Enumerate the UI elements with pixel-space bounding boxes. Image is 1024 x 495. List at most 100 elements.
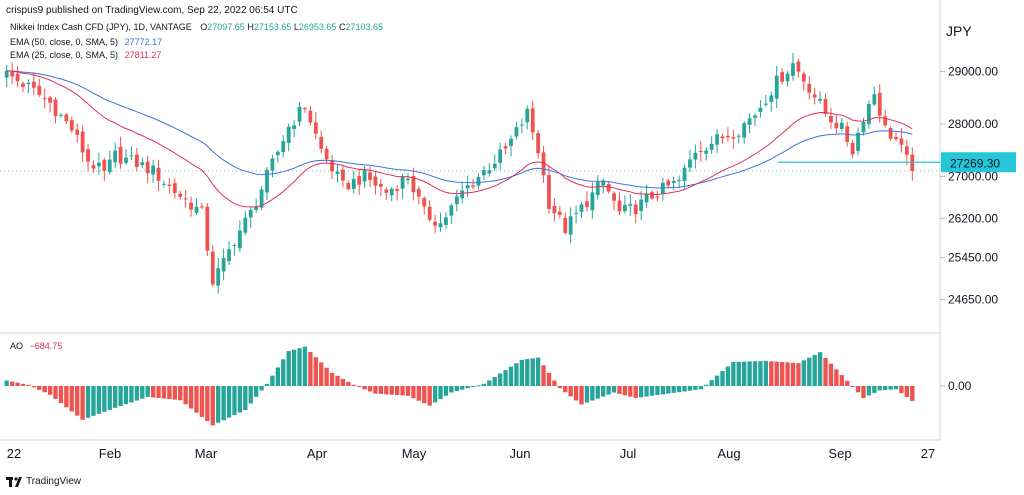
price-axis-label: 28000.00 bbox=[948, 117, 998, 131]
ao-bar bbox=[470, 386, 476, 387]
ema25-legend[interactable]: EMA (25, close, 0, SMA, 5) 27811.27 bbox=[10, 50, 161, 60]
tradingview-footer[interactable]: TradingView bbox=[6, 476, 81, 487]
ao-bar bbox=[693, 386, 698, 390]
candle-body bbox=[585, 201, 589, 208]
price-axis-label: 25450.00 bbox=[948, 251, 998, 265]
candle-body bbox=[655, 196, 660, 198]
candle-body bbox=[872, 94, 877, 105]
ao-bar bbox=[80, 386, 85, 420]
ao-bar bbox=[26, 384, 31, 386]
candle-body bbox=[541, 152, 546, 176]
ao-legend[interactable]: AO −684.75 bbox=[10, 341, 62, 351]
ao-bar bbox=[15, 382, 20, 386]
ao-bar bbox=[188, 386, 194, 409]
ao-bar bbox=[747, 361, 752, 386]
candle-body bbox=[742, 123, 747, 138]
candle-body bbox=[606, 183, 611, 192]
candle-body bbox=[303, 108, 307, 110]
ao-bar bbox=[774, 361, 779, 386]
ao-bar bbox=[655, 386, 660, 396]
candle-body bbox=[688, 159, 692, 168]
ao-bar bbox=[563, 386, 568, 393]
candle-body bbox=[64, 114, 69, 122]
ao-bar bbox=[416, 386, 421, 401]
ema50-legend[interactable]: EMA (50, close, 0, SMA, 5) 27772.17 bbox=[10, 37, 162, 47]
candle-body bbox=[433, 221, 437, 226]
ao-bar bbox=[807, 357, 812, 386]
candle-body bbox=[731, 137, 736, 139]
ao-bar bbox=[156, 386, 161, 398]
candle-body bbox=[102, 159, 107, 171]
ao-bar bbox=[58, 386, 64, 404]
candle-body bbox=[747, 118, 752, 125]
ao-bar bbox=[557, 386, 562, 389]
ao-bar bbox=[514, 363, 519, 386]
ao-bar bbox=[140, 386, 145, 399]
candle-body bbox=[612, 193, 616, 201]
ao-bar bbox=[422, 386, 427, 404]
ao-bar bbox=[384, 386, 389, 395]
price-axis-label: 26200.00 bbox=[948, 211, 998, 225]
candle-body bbox=[601, 180, 606, 186]
candle-body bbox=[395, 189, 400, 191]
ao-bar bbox=[888, 386, 893, 390]
time-axis-label: Mar bbox=[195, 446, 218, 461]
ao-bar bbox=[904, 386, 910, 398]
candle-body bbox=[715, 134, 719, 145]
candle-body bbox=[129, 155, 134, 157]
ao-bar bbox=[69, 386, 74, 412]
time-axis-label: May bbox=[402, 446, 427, 461]
ao-bar bbox=[498, 373, 503, 386]
candle-body bbox=[818, 98, 823, 101]
candle-body bbox=[4, 70, 9, 78]
candle-body bbox=[351, 178, 356, 189]
ao-bar bbox=[20, 383, 26, 386]
ao-bar bbox=[107, 386, 112, 410]
candle-body bbox=[899, 138, 904, 145]
ao-bar bbox=[910, 386, 915, 401]
ao-bar bbox=[546, 372, 552, 386]
candle-body bbox=[200, 206, 204, 208]
ao-bar bbox=[709, 380, 714, 386]
candle-body bbox=[178, 193, 183, 197]
candle-body bbox=[758, 107, 763, 112]
candle-body bbox=[21, 83, 25, 88]
candle-body bbox=[281, 141, 286, 152]
ao-bar bbox=[9, 381, 15, 386]
candle-body bbox=[172, 183, 177, 194]
ao-bar bbox=[172, 386, 177, 400]
candle-body bbox=[389, 188, 394, 196]
ao-bar bbox=[216, 386, 221, 423]
ao-bar bbox=[834, 369, 839, 386]
ao-bar bbox=[53, 386, 58, 399]
candle-body bbox=[861, 121, 866, 133]
candle-body bbox=[460, 190, 465, 199]
ao-bar bbox=[465, 386, 470, 389]
candle-body bbox=[498, 149, 503, 163]
candle-body bbox=[503, 146, 508, 149]
ao-bar bbox=[535, 357, 541, 386]
ao-bar bbox=[601, 386, 606, 397]
candle-body bbox=[595, 182, 600, 196]
candle-body bbox=[509, 138, 513, 147]
ao-bar bbox=[817, 352, 823, 386]
ao-bar bbox=[259, 386, 264, 391]
ao-bar bbox=[243, 386, 248, 410]
candle-body bbox=[194, 206, 199, 214]
candle-body bbox=[519, 124, 524, 126]
candle-body bbox=[205, 206, 210, 251]
candle-body bbox=[216, 268, 221, 286]
candle-body bbox=[248, 209, 253, 218]
ao-bar bbox=[769, 361, 774, 386]
ao-bar bbox=[270, 375, 275, 386]
ao-bar bbox=[508, 366, 514, 386]
candle-body bbox=[232, 245, 237, 247]
ao-bar bbox=[335, 375, 340, 386]
ao-bar bbox=[519, 359, 525, 386]
candle-body bbox=[134, 154, 139, 167]
candle-body bbox=[476, 176, 481, 186]
ao-bar bbox=[427, 386, 432, 406]
ao-bar bbox=[481, 383, 487, 386]
candle-body bbox=[650, 192, 654, 199]
